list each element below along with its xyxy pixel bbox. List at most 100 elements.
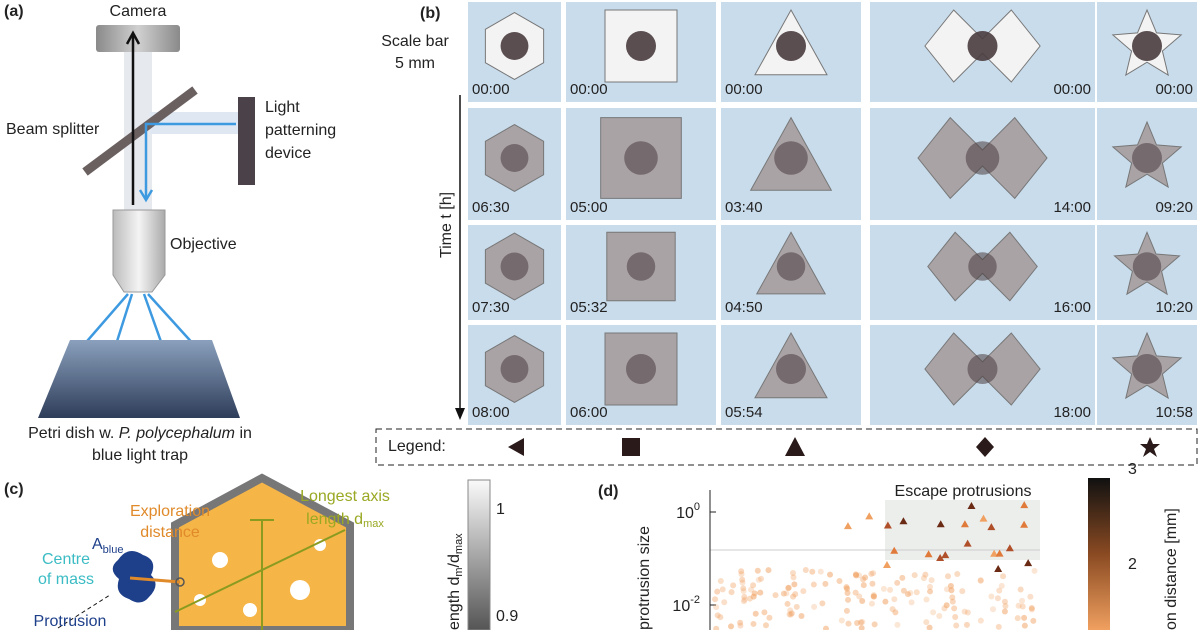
scatter-point — [1021, 614, 1028, 621]
axis-label: Longest axis — [300, 488, 390, 505]
scatter-point — [922, 571, 929, 578]
panel-c: (c) Exploration distance Longest axis le… — [4, 473, 518, 630]
scatter-point — [748, 586, 755, 593]
time-label: 09:20 — [1155, 199, 1193, 216]
escape-point — [995, 549, 1004, 557]
scatter-point — [755, 576, 762, 583]
panel-b: (b) Scale bar 5 mm Time t [h] Legend: 00… — [375, 2, 1198, 466]
scatter-point — [852, 571, 859, 578]
scatter-point — [827, 571, 834, 578]
time-label: 00:00 — [725, 81, 763, 98]
scatter-point — [908, 599, 915, 606]
scatter-point — [783, 590, 790, 597]
organism — [500, 252, 529, 281]
scatter-point — [789, 570, 796, 577]
scatter-point — [952, 613, 959, 620]
scatter-point — [772, 592, 779, 599]
scatter-point — [1002, 602, 1009, 609]
time-label: 06:00 — [570, 404, 608, 421]
scatter-point — [843, 584, 850, 591]
scatter-point — [930, 609, 937, 616]
scatter-point — [802, 567, 809, 574]
objective — [112, 209, 166, 293]
scatter-point — [714, 612, 721, 619]
escape-point — [924, 550, 933, 558]
escape-point — [936, 553, 945, 561]
time-label: 04:50 — [725, 299, 763, 316]
escape-point — [967, 501, 976, 509]
time-label: 14:00 — [1053, 199, 1091, 216]
colorbar — [1088, 478, 1110, 630]
scatter-point — [750, 593, 757, 600]
scatter-point — [787, 611, 794, 618]
scatter-point — [961, 608, 968, 615]
scatter-point — [868, 600, 875, 607]
scatter-point — [737, 622, 744, 629]
escape-point — [936, 520, 945, 528]
legend-shapes — [508, 437, 1160, 457]
escape-point — [899, 517, 908, 525]
scatter-point — [923, 619, 930, 626]
scatter-point — [739, 576, 746, 583]
scatter-point — [1028, 605, 1035, 612]
scatter-point — [714, 588, 721, 595]
escape-point — [843, 522, 852, 530]
axis — [174, 529, 346, 613]
scatter-point — [1017, 586, 1024, 593]
scatter-point — [740, 588, 747, 595]
scatter-point — [880, 585, 887, 592]
scatter-point — [892, 609, 899, 616]
organism — [500, 32, 529, 60]
scatter-point — [790, 574, 797, 581]
panel-d: (d) 100 10-2 protrusion size Escape prot… — [598, 461, 1180, 630]
scatter-point — [728, 623, 735, 630]
scatter-point — [738, 568, 745, 575]
scatter-point — [951, 605, 958, 612]
scatter-point — [845, 620, 852, 627]
scatter-point — [859, 597, 866, 604]
caption: Petri dish w. P. polycephalum in — [28, 425, 252, 442]
organism — [776, 31, 806, 61]
scatter-point — [870, 592, 877, 599]
scatter-point — [766, 614, 773, 621]
scatter-point — [858, 625, 865, 630]
scatter-point — [1015, 602, 1022, 609]
scatter-point — [761, 609, 768, 616]
scatter-point — [926, 583, 933, 590]
scatter-point — [845, 596, 852, 603]
escape-point — [994, 564, 1003, 572]
escape-point — [865, 512, 874, 520]
escape-point — [963, 539, 972, 547]
scatter-point — [856, 593, 863, 600]
scatter-point — [923, 596, 930, 603]
panel-label: (c) — [4, 481, 24, 498]
scatter-point — [869, 580, 876, 587]
scatter-point — [757, 589, 764, 596]
scatter-point — [963, 621, 970, 628]
anchor — [175, 577, 185, 587]
time-label: 00:00 — [1155, 81, 1193, 98]
scatter-point — [784, 600, 791, 607]
organism — [967, 31, 998, 61]
scatter-point — [927, 588, 934, 595]
scatter-point — [1019, 603, 1026, 610]
scatter-point — [996, 587, 1003, 594]
organism — [1132, 252, 1162, 281]
scatter-point — [836, 578, 843, 585]
scatter-point — [926, 624, 933, 630]
petri-dish — [38, 340, 240, 418]
organism — [626, 252, 656, 281]
camera — [96, 25, 180, 52]
escape-point — [979, 514, 988, 522]
time-label: 00:00 — [472, 81, 510, 98]
scatter-point — [899, 574, 906, 581]
panel-label: (a) — [4, 3, 24, 20]
colorbar-label: on distance [mm] — [1163, 508, 1180, 630]
y-axis-label: protrusion size — [636, 526, 653, 630]
light-device — [238, 97, 255, 185]
scatter-point — [811, 603, 818, 610]
centre-label: Centre — [42, 551, 90, 568]
scatter-point — [870, 593, 877, 600]
objective-label: Objective — [170, 236, 237, 253]
